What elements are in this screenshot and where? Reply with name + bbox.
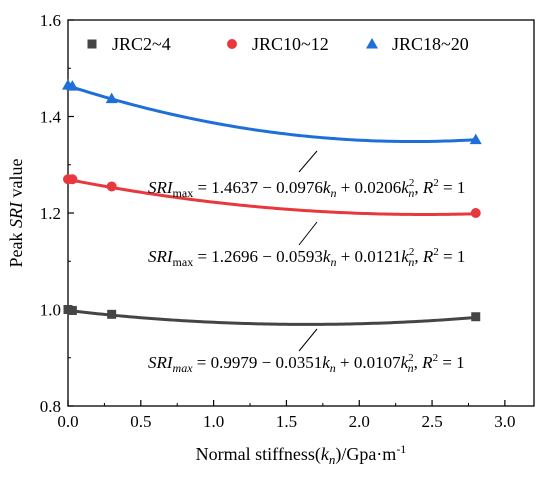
data-point — [67, 174, 78, 185]
data-point — [105, 92, 118, 104]
legend-marker — [87, 39, 97, 49]
x-tick-label: 3.0 — [494, 412, 515, 431]
fit-line-JRC10~12 — [67, 177, 476, 216]
data-point — [106, 181, 117, 192]
legend-label: JRC10~12 — [252, 34, 329, 54]
y-tick-label: 1.4 — [40, 108, 62, 127]
fit-line-JRC18~20 — [67, 84, 476, 144]
legend-label: JRC2~4 — [112, 34, 171, 54]
data-point — [67, 305, 77, 315]
data-point — [66, 80, 79, 91]
y-tick-label: 0.8 — [40, 397, 61, 416]
x-axis-label: Normal stiffness(kn)/Gpa·m-1 — [196, 442, 407, 467]
data-point — [469, 133, 482, 145]
x-tick-label: 0.5 — [130, 412, 151, 431]
equation-leader — [298, 150, 318, 173]
fit-equation: SRImax = 1.2696 − 0.0593kn + 0.0121k2 n, … — [148, 246, 465, 269]
x-tick-label: 0.0 — [57, 412, 78, 431]
legend-marker — [366, 38, 378, 49]
y-tick-label: 1.2 — [40, 204, 61, 223]
fit-equation: SRImax = 1.4637 − 0.0976kn + 0.0206k2 n, … — [148, 177, 465, 200]
legend-label: JRC18~20 — [392, 34, 469, 54]
fit-line-JRC2~4 — [67, 309, 476, 326]
equation-leader — [298, 221, 318, 246]
y-tick-label: 1.0 — [40, 301, 61, 320]
legend-marker — [227, 39, 237, 49]
x-tick-label: 2.0 — [349, 412, 370, 431]
data-point — [107, 309, 117, 319]
equation-leader — [298, 328, 318, 352]
data-point — [471, 312, 481, 322]
x-tick-label: 1.0 — [203, 412, 224, 431]
y-tick-label: 1.6 — [40, 11, 61, 30]
data-point — [470, 208, 481, 218]
x-tick-label: 2.5 — [421, 412, 442, 431]
y-axis-label: Peak SRI value — [6, 159, 26, 268]
fit-equation: SRImax = 0.9979 − 0.0351kn + 0.0107k2 n, … — [148, 352, 465, 375]
x-tick-label: 1.5 — [276, 412, 297, 431]
